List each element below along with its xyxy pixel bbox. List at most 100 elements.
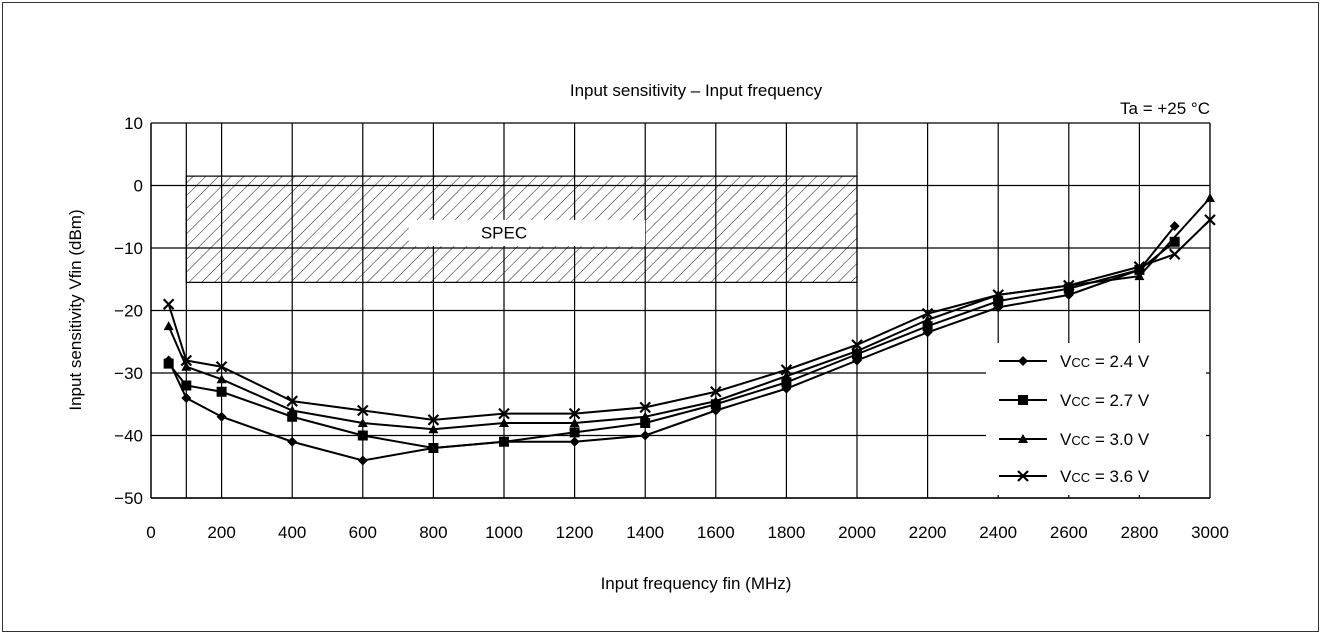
chart-title: Input sensitivity – Input frequency — [570, 81, 823, 100]
legend-label: VCC = 2.4 V — [1060, 352, 1150, 371]
cross-stroke — [162, 298, 175, 311]
cross-stroke — [992, 289, 1004, 301]
square-marker — [993, 296, 1004, 307]
cross-marker — [992, 289, 1004, 301]
triangle-marker — [1205, 193, 1215, 202]
square-marker — [216, 386, 227, 397]
cross-stroke — [1063, 279, 1075, 292]
x-tick-label: 2800 — [1120, 523, 1158, 542]
x-tick-label: 2000 — [838, 523, 876, 542]
triangle-marker — [1134, 271, 1145, 281]
x-tick-label: 1000 — [485, 523, 523, 542]
square-marker — [181, 380, 192, 391]
cross-marker — [180, 354, 193, 367]
cross-stroke — [1204, 214, 1216, 226]
x-tick-label: 400 — [278, 523, 306, 542]
cross-marker — [1133, 260, 1146, 273]
x-tick-label: 2200 — [909, 523, 947, 542]
legend-label: VCC = 3.0 V — [1060, 430, 1150, 449]
triangle-marker — [640, 411, 651, 421]
cross-marker — [1017, 470, 1029, 482]
legend-item: VCC = 2.4 V — [999, 352, 1150, 371]
x-tick-label: 800 — [419, 523, 447, 542]
series-4 — [162, 214, 1216, 426]
x-tick-label: 2600 — [1050, 523, 1088, 542]
cross-marker — [1204, 214, 1216, 226]
triangle-marker — [710, 396, 721, 406]
diamond-marker — [181, 393, 192, 403]
condition-label: Ta = +25 °C — [1120, 99, 1210, 118]
triangle-marker — [181, 361, 192, 371]
x-tick-label: 0 — [146, 523, 155, 542]
cross-stroke — [180, 354, 193, 367]
spec-region: SPEC — [185, 175, 858, 283]
x-tick-label: 2400 — [979, 523, 1017, 542]
triangle-marker — [781, 371, 792, 381]
diamond-marker — [1169, 221, 1180, 232]
cross-marker — [568, 407, 581, 420]
cross-marker — [1168, 248, 1181, 261]
square-marker — [499, 436, 509, 447]
cross-marker — [639, 401, 651, 414]
cross-stroke — [921, 307, 934, 320]
cross-stroke — [1017, 470, 1029, 482]
diamond-marker — [287, 436, 298, 447]
square-marker — [569, 427, 580, 438]
cross-marker — [427, 414, 440, 426]
cross-marker — [498, 407, 510, 420]
legend-label: VCC = 3.6 V — [1060, 467, 1150, 486]
cross-stroke — [498, 407, 510, 420]
cross-stroke — [639, 401, 651, 414]
diamond-marker — [1018, 356, 1028, 366]
square-marker — [357, 430, 368, 441]
cross-marker — [710, 385, 722, 398]
triangle-marker — [499, 418, 509, 427]
spec-label: SPEC — [481, 223, 527, 242]
triangle-marker — [428, 424, 439, 434]
y-tick-label: −50 — [114, 489, 143, 508]
x-axis-label: Input frequency fin (MHz) — [601, 574, 792, 593]
x-tick-label: 600 — [349, 523, 377, 542]
diamond-marker — [216, 411, 227, 422]
cross-marker — [780, 364, 793, 376]
cross-marker — [921, 307, 934, 320]
axes: 100−10−20−30−40−500 200 400 600 800 1000 1200 1… — [114, 114, 1229, 542]
diamond-marker — [640, 430, 651, 441]
cross-stroke — [357, 404, 369, 417]
x-tick-label: 1600 — [697, 523, 735, 542]
square-marker — [163, 358, 174, 369]
series-line — [167, 219, 1211, 421]
triangle-marker — [852, 346, 862, 356]
triangle-marker — [922, 314, 933, 324]
cross-stroke — [1133, 260, 1146, 273]
square-marker — [1134, 264, 1145, 275]
cross-stroke — [427, 414, 440, 426]
cross-stroke — [1168, 248, 1181, 261]
triangle-marker — [216, 374, 227, 384]
cross-marker — [1063, 279, 1075, 292]
x-tick-label: 1800 — [767, 523, 805, 542]
cross-stroke — [780, 364, 793, 376]
triangle-marker — [1018, 434, 1028, 443]
y-tick-label: −20 — [114, 302, 143, 321]
spec-label-background — [408, 219, 646, 247]
y-tick-label: −30 — [114, 364, 143, 383]
square-marker — [640, 418, 651, 428]
y-tick-label: 10 — [124, 114, 143, 133]
legend-background — [986, 343, 1206, 495]
series-1 — [163, 221, 1180, 466]
triangle-marker — [163, 321, 174, 331]
x-tick-label: 1200 — [556, 523, 594, 542]
triangle-marker — [569, 418, 580, 427]
y-tick-label: −10 — [114, 239, 143, 258]
legend-item: VCC = 3.0 V — [999, 430, 1150, 449]
cross-stroke — [215, 360, 228, 373]
y-axis-label: Input sensitivity Vfin (dBm) — [66, 209, 85, 410]
cross-marker — [215, 360, 228, 373]
x-tick-label: 3000 — [1191, 523, 1229, 542]
x-tick-label: 1400 — [626, 523, 664, 542]
x-tick-label: 200 — [207, 523, 235, 542]
legend-item: VCC = 2.7 V — [999, 391, 1150, 410]
cross-marker — [357, 404, 369, 417]
